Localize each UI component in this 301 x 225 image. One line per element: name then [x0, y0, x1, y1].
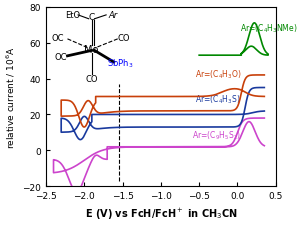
Text: Ar=(C$_9$H$_5$S$_2$): Ar=(C$_9$H$_5$S$_2$)	[191, 129, 241, 142]
X-axis label: E (V) vs FcH/FcH$^+$ in CH$_3$CN: E (V) vs FcH/FcH$^+$ in CH$_3$CN	[85, 206, 237, 221]
Text: Ar=(C$_4$H$_3$S): Ar=(C$_4$H$_3$S)	[195, 93, 241, 106]
Text: Ar=(C$_4$H$_3$NMe): Ar=(C$_4$H$_3$NMe)	[240, 22, 297, 34]
Y-axis label: relative current / 10$^6$A: relative current / 10$^6$A	[4, 46, 17, 148]
Text: Ar=(C$_4$H$_3$O): Ar=(C$_4$H$_3$O)	[195, 68, 242, 81]
